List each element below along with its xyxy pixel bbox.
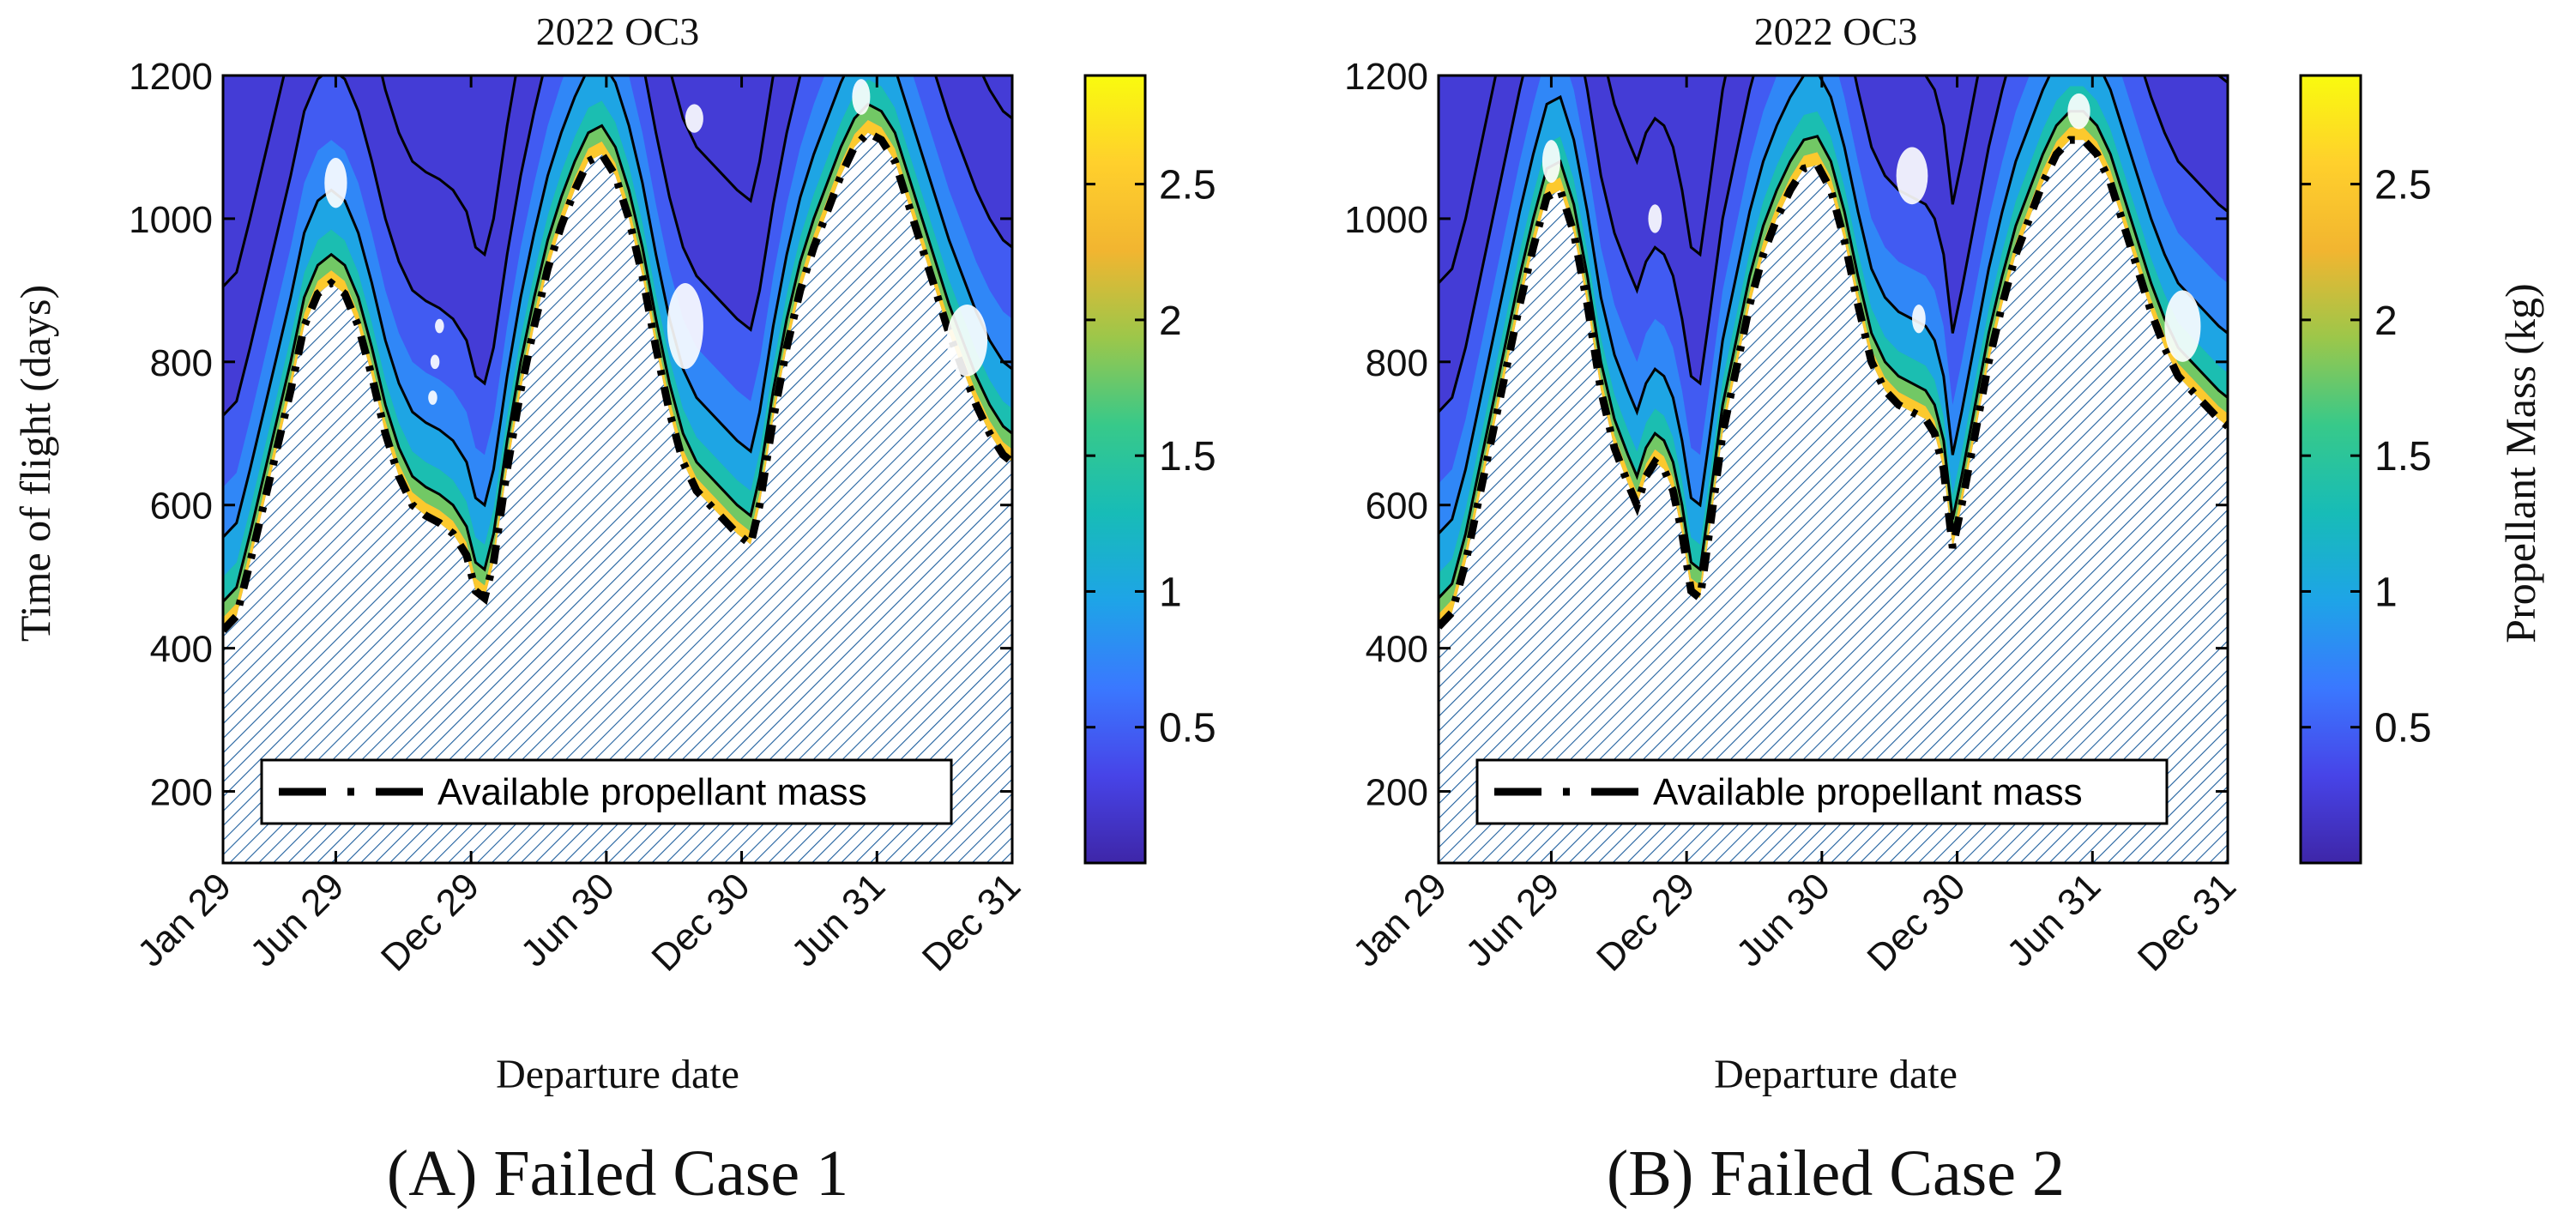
- panel-b-y-axis: 200 400 600 800 1000 1200: [1344, 56, 2228, 814]
- colorbar-tick-label: 1: [2374, 570, 2398, 615]
- panel-a-y-axis: 200 400 600 800 1000 1200: [129, 56, 1012, 814]
- x-tick-label: Dec 31: [914, 865, 1029, 979]
- plot-frame: [1437, 74, 2229, 865]
- colorbar-tick-label: 1.5: [1159, 434, 1216, 480]
- caption-a: (A) Failed Case 1: [386, 1137, 849, 1210]
- panel-b-legend: Available propellant mass: [1475, 758, 2169, 825]
- x-tick-label: Jun 29: [242, 865, 352, 975]
- panel-a-title: 2022 OC3: [536, 9, 699, 53]
- colorbar-tick-label: 2.5: [1159, 163, 1216, 208]
- available-propellant-boundary: [1439, 136, 2228, 630]
- panel-b-x-axis-label: Departure date: [1714, 1052, 1958, 1097]
- y-tick-label: 800: [1366, 342, 1428, 384]
- y-tick-label: 400: [150, 629, 213, 671]
- colorbar-tick-label: 2: [1159, 299, 1182, 344]
- colorbar-gradient: [2299, 74, 2362, 865]
- colorbar-gradient: [1083, 74, 1147, 865]
- panel-a-y-axis-label: Time of flight (days): [11, 285, 59, 642]
- y-tick-label: 200: [150, 772, 213, 814]
- colorbar-tick-label: 0.5: [1159, 706, 1216, 751]
- x-tick-label: Jun 30: [513, 865, 623, 975]
- plot-frame: [221, 74, 1014, 865]
- x-tick-label: Dec 30: [1859, 865, 1973, 979]
- available-propellant-boundary: [223, 128, 1012, 633]
- data-gaps: [324, 79, 988, 405]
- panel-b-legend-label: Available propellant mass: [1653, 771, 2083, 813]
- y-tick-label: 1200: [1344, 56, 1428, 98]
- colorbar-tick-label: 1: [1159, 570, 1182, 615]
- panel-a-legend-label: Available propellant mass: [437, 771, 867, 813]
- colorbar-tick-label: 1.5: [2374, 434, 2432, 480]
- colorbar-tick-label: 0.5: [2374, 706, 2432, 751]
- x-tick-label: Jun 30: [1728, 865, 1838, 975]
- contour-lines: [1439, 75, 2228, 600]
- panel-b-title: 2022 OC3: [1754, 9, 1917, 53]
- panel-a-legend: Available propellant mass: [260, 758, 953, 825]
- x-tick-label: Dec 29: [373, 865, 487, 979]
- panel-a-plot-area: [221, 74, 1014, 865]
- contour-bands: [223, 75, 1012, 631]
- y-tick-label: 1200: [129, 56, 213, 98]
- y-tick-label: 1000: [129, 199, 213, 241]
- x-tick-label: Jun 31: [1999, 865, 2108, 975]
- colorbar-tick-label: 2: [2374, 299, 2398, 344]
- colorbar-b: 0.5 1 1.5 2 2.5: [2299, 74, 2432, 865]
- y-tick-label: 1000: [1344, 199, 1428, 241]
- colorbar-tick-label: 2.5: [2374, 163, 2432, 208]
- x-tick-label: Jun 31: [783, 865, 893, 975]
- panel-a-x-axis-label: Departure date: [496, 1052, 739, 1097]
- y-tick-label: 400: [1366, 629, 1428, 671]
- x-tick-label: Jan 29: [130, 865, 239, 975]
- x-tick-label: Dec 31: [2130, 865, 2244, 979]
- x-tick-label: Dec 29: [1589, 865, 1703, 979]
- x-tick-label: Dec 30: [643, 865, 757, 979]
- panel-b-plot-area: [1437, 74, 2229, 865]
- contour-lines: [223, 75, 1012, 603]
- colorbar-label: Propellant Mass (kg): [2496, 283, 2544, 643]
- colorbar-a: 0.5 1 1.5 2 2.5: [1083, 74, 1216, 865]
- y-tick-label: 200: [1366, 772, 1428, 814]
- data-gaps: [1541, 93, 2201, 362]
- x-tick-label: Jun 29: [1457, 865, 1567, 975]
- y-tick-label: 800: [150, 342, 213, 384]
- y-tick-label: 600: [150, 486, 213, 528]
- y-tick-label: 600: [1366, 486, 1428, 528]
- x-tick-label: Jan 29: [1345, 865, 1455, 975]
- caption-b: (B) Failed Case 2: [1606, 1137, 2065, 1210]
